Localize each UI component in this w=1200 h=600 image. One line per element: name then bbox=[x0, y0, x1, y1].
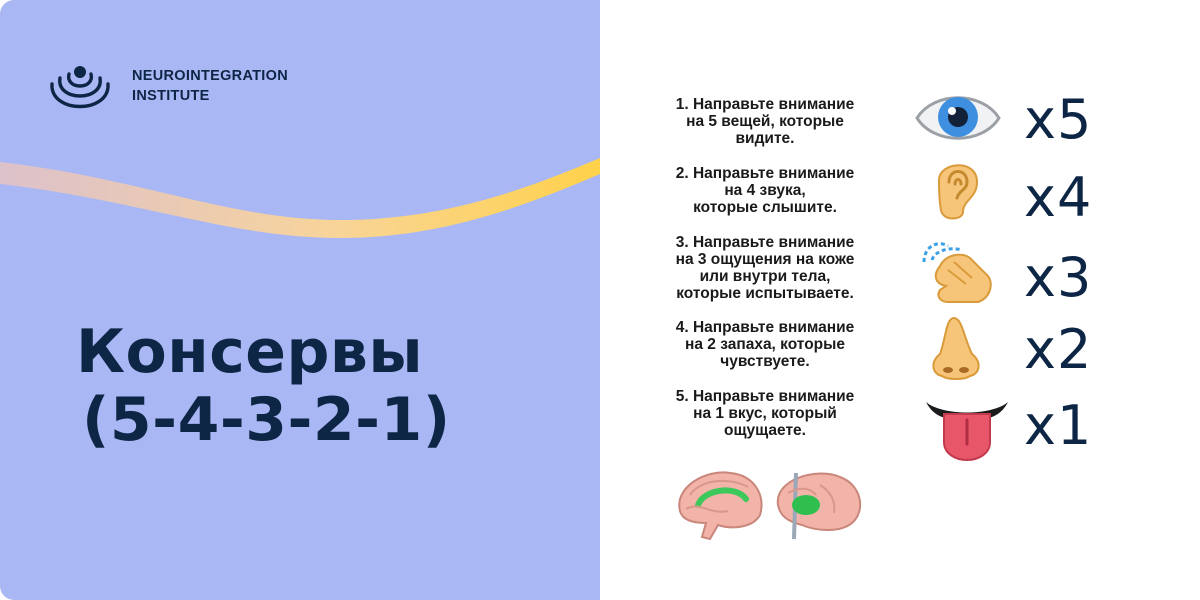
brand-line-1: NEUROINTEGRATION bbox=[132, 68, 288, 84]
tongue-icon bbox=[926, 402, 1008, 462]
brand-logo: NEUROINTEGRATION INSTITUTE bbox=[48, 64, 288, 114]
step-4-text: 4. Направьте внимание на 2 запаха, котор… bbox=[675, 319, 855, 370]
nose-icon bbox=[932, 316, 980, 380]
right-panel: 1. Направьте внимание на 5 вещей, которы… bbox=[600, 0, 1200, 600]
step-5-text: 5. Направьте внимание на 1 вкус, который… bbox=[675, 388, 855, 439]
title-line-2: (5-4-3-2-1) bbox=[82, 385, 451, 455]
title-line-1: Консервы bbox=[76, 317, 424, 387]
institute-logo-icon bbox=[50, 66, 110, 109]
count-x1: x1 bbox=[1024, 394, 1093, 457]
count-x5: x5 bbox=[1024, 88, 1093, 151]
brand-name: NEUROINTEGRATION INSTITUTE bbox=[132, 66, 288, 106]
touch-hand-icon bbox=[922, 242, 992, 303]
count-x4: x4 bbox=[1024, 166, 1093, 229]
brain-anatomy-illustration bbox=[678, 471, 861, 541]
count-x3: x3 bbox=[1024, 246, 1093, 309]
brand-line-2: INSTITUTE bbox=[132, 88, 210, 104]
step-3-text: 3. Направьте внимание на 3 ощущения на к… bbox=[675, 234, 855, 302]
brain-lateral-icon bbox=[776, 472, 861, 540]
count-x2: x2 bbox=[1024, 318, 1093, 381]
ear-icon bbox=[937, 164, 979, 220]
brain-sagittal-icon bbox=[678, 471, 763, 541]
decorative-wave bbox=[0, 158, 600, 238]
eye-icon bbox=[915, 96, 1001, 140]
step-1-text: 1. Направьте внимание на 5 вещей, которы… bbox=[675, 96, 855, 147]
step-2-text: 2. Направьте внимание на 4 звука, которы… bbox=[675, 165, 855, 216]
main-title: Консервы (5-4-3-2-1) bbox=[76, 318, 451, 454]
left-panel: NEUROINTEGRATION INSTITUTE Консервы (5-4… bbox=[0, 0, 600, 600]
